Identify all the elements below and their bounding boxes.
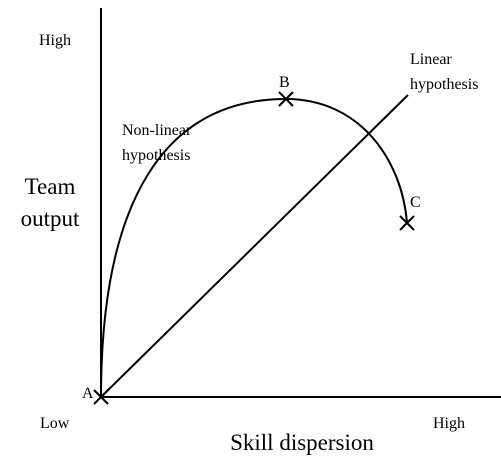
point-b: B: [279, 74, 290, 91]
y-label: Team: [25, 174, 76, 199]
linear-label: hypothesis: [410, 76, 478, 93]
nonlinear-curve: [100, 97, 408, 398]
linear-line: [100, 94, 409, 398]
linear-label: Linear: [410, 51, 452, 68]
x-high: High: [433, 415, 465, 432]
marker-b: [278, 91, 294, 107]
marker-a: [93, 389, 109, 405]
y-high: High: [39, 32, 71, 49]
point-c: C: [410, 194, 421, 211]
x-low: Low: [40, 415, 70, 432]
nonlinear-label: hypothesis: [122, 147, 190, 164]
x-label: Skill dispersion: [230, 430, 374, 455]
nonlinear-label: Non-linear: [122, 122, 192, 139]
point-a: A: [82, 385, 94, 402]
y-label: output: [21, 206, 80, 231]
marker-c: [399, 215, 415, 231]
